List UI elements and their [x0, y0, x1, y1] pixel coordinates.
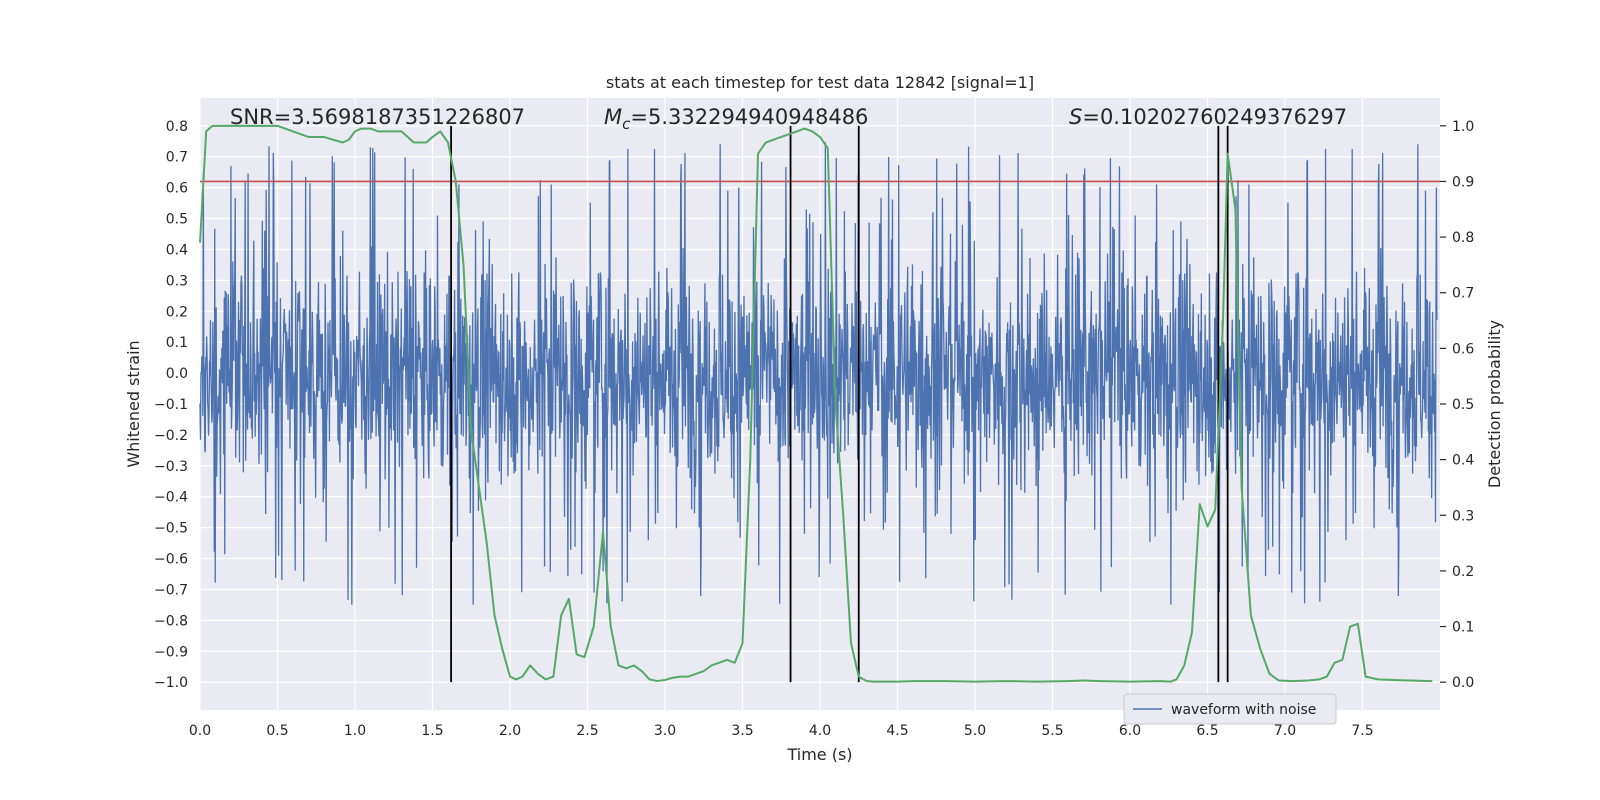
x-tick-label-10: 5.0	[964, 723, 986, 739]
y2-tick-label-10: 0.0	[1452, 675, 1474, 691]
x-tick-label-0: 0.0	[189, 723, 211, 739]
detection-probability-line	[199, 124, 1433, 683]
s-annotation: S=0.10202760249376297	[1069, 105, 1347, 129]
y2-axis-label: Detection probability	[1485, 320, 1504, 488]
y2-tick-label-9: 0.1	[1452, 620, 1474, 636]
y2-tick-label-8: 0.2	[1452, 564, 1474, 580]
x-tick-label-6: 3.0	[654, 723, 676, 739]
x-tick-label-15: 7.5	[1351, 723, 1373, 739]
legend-box	[1123, 693, 1337, 725]
y2-tick-label-5: 0.5	[1452, 397, 1474, 413]
legend: waveform with noise	[1123, 693, 1337, 725]
y-tick-label-2: 0.6	[166, 181, 188, 197]
y-tick-label-0: 0.8	[166, 119, 188, 135]
y-tick-label-11: −0.3	[154, 459, 188, 475]
y-tick-label-4: 0.4	[166, 242, 188, 258]
y-tick-label-7: 0.1	[166, 335, 188, 351]
legend-label: waveform with noise	[1171, 702, 1316, 718]
y2-tick-label-3: 0.7	[1452, 286, 1474, 302]
waveform-series	[199, 142, 1438, 605]
y2-tick-label-2: 0.8	[1452, 230, 1474, 246]
x-tick-label-13: 6.5	[1196, 723, 1218, 739]
x-tick-label-1: 0.5	[266, 723, 288, 739]
y-tick-label-1: 0.7	[166, 150, 188, 166]
y-tick-label-14: −0.6	[154, 552, 188, 568]
x-tick-label-12: 6.0	[1119, 723, 1141, 739]
y2-tick-label-7: 0.3	[1452, 508, 1474, 524]
y-axis-label: Whitened strain	[124, 340, 143, 467]
x-tick-label-4: 2.0	[499, 723, 521, 739]
x-tick-label-9: 4.5	[886, 723, 908, 739]
x-axis-label: Time (s)	[786, 745, 852, 764]
y-tick-label-5: 0.3	[166, 273, 188, 289]
chirp-mass-annotation: Mc=5.332294940948486	[604, 105, 868, 133]
tick-labels: 0.0 0.5 1.0 1.5 2.0 2.5 3.0 3.5 4.0 4.5 5.0 5.5 6.0 6…	[154, 119, 1474, 739]
y-tick-label-17: −0.9	[154, 644, 188, 660]
y-tick-label-15: −0.7	[154, 582, 188, 598]
waveform-line	[199, 142, 1438, 605]
y-tick-label-6: 0.2	[166, 304, 188, 320]
x-tick-label-8: 4.0	[809, 723, 831, 739]
x-tick-label-3: 1.5	[421, 723, 443, 739]
y2-tick-label-1: 0.9	[1452, 174, 1474, 190]
chart-title: stats at each timestep for test data 128…	[606, 73, 1034, 92]
y-tick-label-10: −0.2	[154, 428, 188, 444]
x-tick-label-2: 1.0	[344, 723, 366, 739]
x-tick-label-14: 7.0	[1274, 723, 1296, 739]
y2-tick-label-6: 0.4	[1452, 453, 1474, 469]
y-tick-label-13: −0.5	[154, 521, 188, 537]
y-tick-label-16: −0.8	[154, 613, 188, 629]
event-marker-lines	[450, 125, 1229, 683]
y-tick-label-3: 0.5	[166, 212, 188, 228]
x-tick-label-11: 5.5	[1041, 723, 1063, 739]
y-tick-label-8: 0.0	[166, 366, 188, 382]
snr-annotation: SNR=3.5698187351226807	[230, 105, 525, 129]
y-tick-label-12: −0.4	[154, 490, 188, 506]
y-tick-label-9: −0.1	[154, 397, 188, 413]
x-tick-label-5: 2.5	[576, 723, 598, 739]
x-tick-label-7: 3.5	[731, 723, 753, 739]
y2-tick-label-4: 0.6	[1452, 341, 1474, 357]
y2-tick-label-0: 1.0	[1452, 119, 1474, 135]
detection-probability-series	[199, 124, 1433, 683]
y-tick-label-18: −1.0	[154, 675, 188, 691]
